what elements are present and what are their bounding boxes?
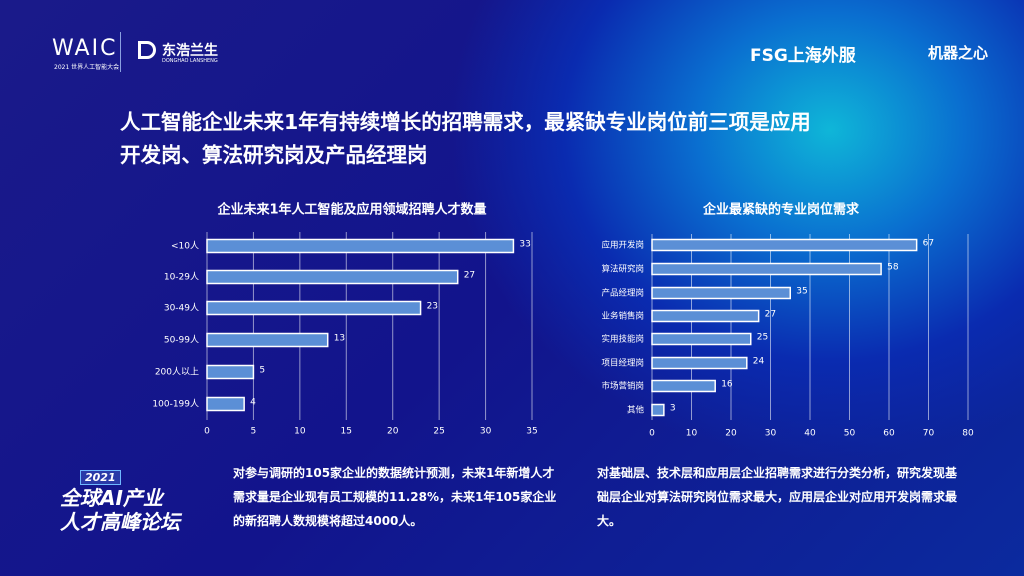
value-label: 24 <box>753 357 765 367</box>
note: 对参与调研的105家企业的数据统计预测，未来1年新增人才需求量是企业现有员工规模… <box>233 466 557 528</box>
y-tick-label: 项目经理岗 <box>601 358 644 369</box>
value-label: 58 <box>887 263 899 273</box>
x-tick-label: 15 <box>341 427 352 437</box>
bar <box>206 238 515 254</box>
bar <box>651 262 882 276</box>
x-tick-label: 80 <box>962 429 974 439</box>
bar <box>651 238 918 252</box>
y-tick-label: 算法研究岗 <box>601 264 644 275</box>
bar <box>651 332 752 346</box>
y-tick-label: 200人以上 <box>155 367 199 378</box>
x-tick-label: 5 <box>251 427 257 437</box>
value-label: 4 <box>250 398 256 408</box>
waic-logo: WAIC <box>52 36 118 61</box>
donghao-icon <box>138 41 156 59</box>
value-label: 3 <box>670 404 676 414</box>
x-tick-label: 20 <box>387 427 399 437</box>
x-tick-label: 0 <box>204 427 210 437</box>
value-label: 33 <box>519 240 530 250</box>
headline: 人工智能企业未来1年有持续增长的招聘需求，最紧缺专业岗位前三项是应用开发岗、算法… <box>120 110 811 167</box>
y-tick-label: 市场营销岗 <box>601 381 644 392</box>
x-tick-label: 20 <box>725 429 737 439</box>
value-label: 27 <box>765 310 776 320</box>
bar <box>651 403 665 417</box>
y-tick-label: 应用开发岗 <box>601 240 644 251</box>
divider <box>120 32 121 72</box>
value-label: 13 <box>334 334 345 344</box>
value-label: 5 <box>259 366 265 376</box>
y-tick-label: 其他 <box>627 405 645 416</box>
chart-title: 企业最紧缺的专业岗位需求 <box>702 202 860 218</box>
y-tick-label: 50-99人 <box>164 335 199 346</box>
x-tick-label: 60 <box>883 429 895 439</box>
note: 对基础层、技术层和应用层企业招聘需求进行分类分析，研究发现基础层企业对算法研究岗… <box>597 466 958 528</box>
x-tick-label: 10 <box>686 429 698 439</box>
bar <box>651 286 791 300</box>
value-label: 16 <box>721 380 733 390</box>
bar <box>206 364 255 380</box>
forum-line2: 人才高峰论坛 <box>60 510 180 534</box>
x-tick-label: 10 <box>294 427 306 437</box>
value-label: 67 <box>923 239 934 249</box>
fsg-logo: FSG上海外服 <box>750 46 856 66</box>
bar <box>206 396 245 412</box>
waic-sub: 2021 世界人工智能大会 <box>54 64 120 71</box>
x-tick-label: 0 <box>649 429 655 439</box>
bar <box>206 300 422 316</box>
x-tick-label: 40 <box>804 429 816 439</box>
x-tick-label: 30 <box>765 429 777 439</box>
y-tick-label: 30-49人 <box>164 303 199 314</box>
x-tick-label: 30 <box>480 427 492 437</box>
y-tick-label: 10-29人 <box>164 272 199 283</box>
y-tick-label: 实用技能岗 <box>601 334 644 345</box>
forum-year: 2021 <box>80 470 121 485</box>
bar <box>651 356 748 370</box>
x-tick-label: 25 <box>433 427 444 437</box>
x-tick-label: 70 <box>923 429 935 439</box>
value-label: 25 <box>757 333 768 343</box>
donghao-sub: DONGHAO LANSHENG <box>162 58 218 64</box>
donghao-logo: 东浩兰生 <box>162 43 218 59</box>
jqzx-logo: 机器之心 <box>928 44 989 62</box>
x-tick-label: 50 <box>844 429 856 439</box>
y-tick-label: 业务销售岗 <box>601 311 644 322</box>
y-tick-label: 100-199人 <box>152 399 199 410</box>
value-label: 35 <box>796 287 807 297</box>
chart-title: 企业未来1年人工智能及应用领域招聘人才数量 <box>216 202 486 218</box>
x-tick-label: 35 <box>526 427 537 437</box>
forum-line1: 全球AI产业 <box>60 486 163 510</box>
y-tick-label: 产品经理岗 <box>601 288 644 299</box>
bar <box>206 332 329 348</box>
bar <box>651 379 716 393</box>
y-tick-label: <10人 <box>171 241 199 252</box>
bar <box>651 309 760 323</box>
value-label: 23 <box>427 302 438 312</box>
value-label: 27 <box>464 271 475 281</box>
bar <box>206 269 459 285</box>
